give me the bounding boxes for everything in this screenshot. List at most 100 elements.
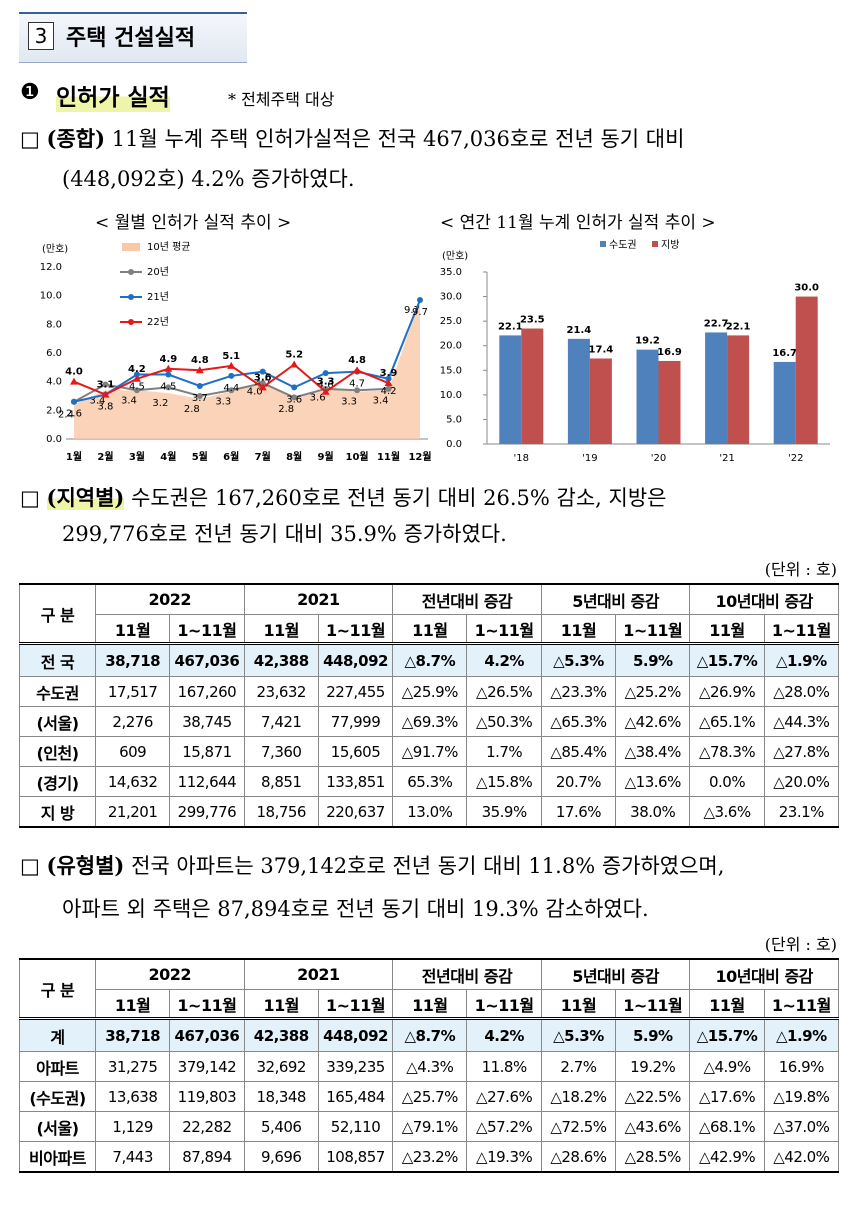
data-label: 9.7	[412, 307, 428, 318]
x-tick-label: 6월	[223, 451, 239, 463]
table-cell: △1.9%	[763, 643, 839, 677]
table-row: (서울) 1,129 22,282 5,406 52,110 △79.1% △57.2% △7…	[19, 1111, 839, 1142]
data-label: 3.6	[286, 394, 302, 405]
table-cell: 13,638	[94, 1081, 171, 1112]
table-cell: 112,644	[169, 766, 245, 797]
header-cell: 1~11월	[763, 989, 839, 1020]
text: 수도권은 167,260호로 전년 동기 대비 26.5% 감소, 지방은	[131, 486, 667, 510]
table-cell: 38,745	[169, 706, 245, 737]
table-cell: △15.7%	[689, 643, 765, 677]
table-cell: 339,235	[317, 1051, 394, 1082]
table-cell: △4.3%	[392, 1051, 468, 1082]
table-cell: (서울)	[19, 706, 96, 737]
lead: (유형별)	[46, 853, 125, 878]
table-cell: △18.2%	[540, 1081, 617, 1112]
table-cell: 65.3%	[392, 766, 468, 797]
data-table: 구 분 2022 2021 전년대비 증감 5년대비 증감 10년대비 증감 11월 1~11…	[19, 958, 839, 1173]
table-cell: 5,406	[243, 1111, 319, 1142]
table-cell: △42.6%	[615, 706, 691, 737]
table-cell: 108,857	[317, 1141, 394, 1173]
table-cell: 11.8%	[466, 1051, 542, 1082]
paragraph: □ (유형별) 전국 아파트는 379,142호로 전년 동기 대비 11.8%…	[20, 850, 724, 880]
table-cell: 448,092	[317, 643, 394, 677]
table-cell: 아파트	[19, 1051, 96, 1082]
header-cell: 1~11월	[317, 614, 394, 645]
marker	[290, 360, 299, 368]
data-table: 구 분 2022 2021 전년대비 증감 5년대비 증감 10년대비 증감 11월 1~11…	[19, 583, 839, 828]
bar	[773, 361, 796, 444]
marker	[133, 371, 140, 378]
data-label: 3.3	[215, 397, 231, 408]
table-cell: 38.0%	[615, 796, 691, 828]
paragraph-line: 299,776호로 전년 동기 대비 35.9% 증가하였다.	[62, 522, 507, 546]
table-row: (수도권) 13,638 119,803 18,348 165,484 △25.7% △27…	[19, 1081, 839, 1112]
header-row: 구 분 2022 2021 전년대비 증감 5년대비 증감 10년대비 증감	[19, 583, 839, 645]
table-row: 계 38,718 467,036 42,388 448,092 △8.7% 4.2% △5.3…	[19, 1018, 839, 1052]
data-label: 3.9	[380, 368, 398, 379]
header-cell: 1~11월	[615, 614, 691, 645]
marker	[354, 387, 361, 394]
data-label: 2.8	[184, 404, 200, 415]
table-cell: 7,443	[94, 1141, 171, 1173]
table-cell: 167,260	[169, 676, 245, 707]
table-cell: 15,605	[317, 736, 394, 767]
table-cell: 18,756	[243, 796, 319, 828]
table-cell: △42.0%	[763, 1141, 839, 1173]
table-cell: 119,803	[169, 1081, 245, 1112]
lead: (지역별)	[46, 485, 125, 510]
data-label: 30.0	[794, 283, 819, 294]
legend-swatch	[600, 241, 606, 247]
table-cell: (수도권)	[19, 1081, 96, 1112]
data-label: 3.4	[373, 395, 389, 406]
data-label: 16.9	[657, 347, 682, 358]
section-bullet: ❶	[20, 80, 40, 105]
y-tick-label: 2.0	[46, 405, 62, 416]
x-tick-label: '18	[514, 453, 529, 464]
header-cell: 1~11월	[615, 989, 691, 1020]
table-row: (서울) 2,276 38,745 7,421 77,999 △69.3% △50.3% △6…	[19, 706, 839, 737]
table-cell: △50.3%	[466, 706, 542, 737]
table-cell: 2,276	[94, 706, 171, 737]
table-cell: △1.9%	[763, 1018, 839, 1052]
table-cell: 5.9%	[615, 643, 691, 677]
bar	[567, 338, 590, 444]
table-cell: (경기)	[19, 766, 96, 797]
table-row: 수도권 17,517 167,260 23,632 227,455 △25.9% △26.5…	[19, 676, 839, 707]
data-label: 4.5	[160, 382, 176, 393]
x-tick-label: 2월	[97, 451, 113, 463]
table-cell: △3.6%	[689, 796, 765, 828]
table-row: (인천) 609 15,871 7,360 15,605 △91.7% 1.7% △85.4%…	[19, 736, 839, 767]
unit: (단위 : 호)	[764, 935, 837, 954]
legend-marker	[128, 294, 134, 300]
y-tick-label: 12.0	[40, 262, 62, 273]
table-cell: △5.3%	[540, 1018, 617, 1052]
table-cell: 22,282	[169, 1111, 245, 1142]
data-label: 4.6	[318, 380, 334, 391]
table-cell: △72.5%	[540, 1111, 617, 1142]
data-label: 4.2	[128, 364, 146, 375]
header-cell: 11월	[94, 614, 171, 645]
table-cell: 133,851	[317, 766, 394, 797]
table-cell: 23,632	[243, 676, 319, 707]
table-cell: △65.1%	[689, 706, 765, 737]
table-cell: △22.5%	[615, 1081, 691, 1112]
header-cell: 11월	[689, 614, 765, 645]
table-row: 전 국 38,718 467,036 42,388 448,092 △8.7% 4.2% △5…	[19, 643, 839, 677]
y-tick-label: 35.0	[440, 267, 462, 278]
marker	[259, 380, 266, 387]
marker	[384, 379, 393, 387]
data-label: 3.1	[97, 380, 115, 391]
header-cell: 11월	[392, 989, 468, 1020]
header-cell: 11월	[540, 614, 617, 645]
table-cell: △26.5%	[466, 676, 542, 707]
table-cell: △65.3%	[540, 706, 617, 737]
header-cell: 11월	[392, 614, 468, 645]
data-label: 3.7	[192, 393, 208, 404]
bar	[589, 358, 612, 444]
table-cell: 19.2%	[615, 1051, 691, 1082]
table-cell: 35.9%	[466, 796, 542, 828]
data-label: 21.4	[567, 325, 592, 336]
data-label: 4.0	[65, 367, 83, 378]
table-cell: △79.1%	[392, 1111, 468, 1142]
marker	[353, 366, 362, 374]
